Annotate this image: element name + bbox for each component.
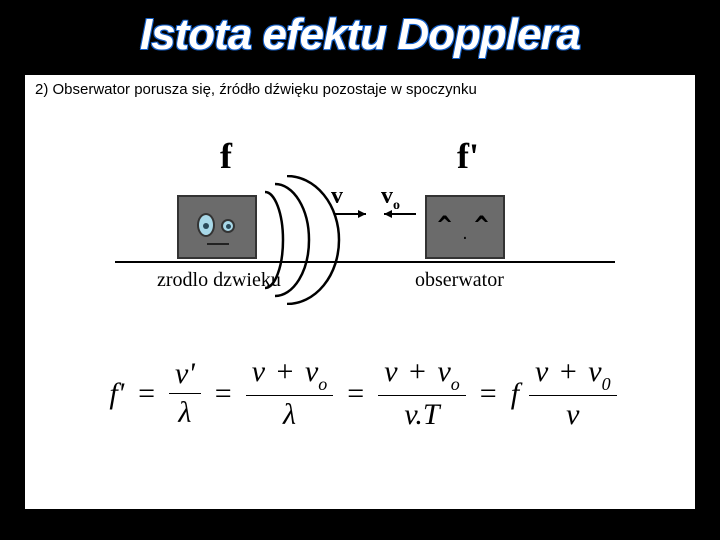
caption-text: 2) Obserwator porusza się, źródło dźwięk… [35,81,477,98]
eq-equals-3: = [343,377,368,411]
content-panel: 2) Obserwator porusza się, źródło dźwięk… [22,72,698,512]
source-mouth-icon [207,243,229,245]
doppler-equation: f' = v' λ = v + vo λ = v + vo v.T = f v … [55,355,671,432]
doppler-diagram: f f' v vo ^ ^ . zrodlo dzwieku [115,135,615,315]
source-eye-left-icon [197,213,215,237]
eq-f-prefix: f [511,377,519,411]
eq-equals-4: = [476,377,501,411]
eq-lhs: f' [109,377,124,411]
source-text-label: zrodlo dzwieku [157,269,281,292]
observer-nose-icon: . [427,227,503,243]
observer-box: ^ ^ . [425,195,505,259]
eq-term2: v + vo λ [246,355,334,432]
eq-equals-2: = [211,377,236,411]
page-title: Istota efektu Dopplera [140,10,580,60]
observer-text-label: obserwator [415,269,504,292]
ground-line [115,261,615,263]
source-box [177,195,257,259]
eq-term3: v + vo v.T [378,355,466,432]
eq-equals-1: = [134,377,159,411]
vo-arrow-icon [380,209,420,219]
f-source-label: f [220,135,232,177]
eq-term4: v + v0 v [529,355,617,432]
source-eye-right-icon [221,219,235,233]
eq-term1: v' λ [169,357,201,430]
f-observer-label: f' [457,135,479,177]
